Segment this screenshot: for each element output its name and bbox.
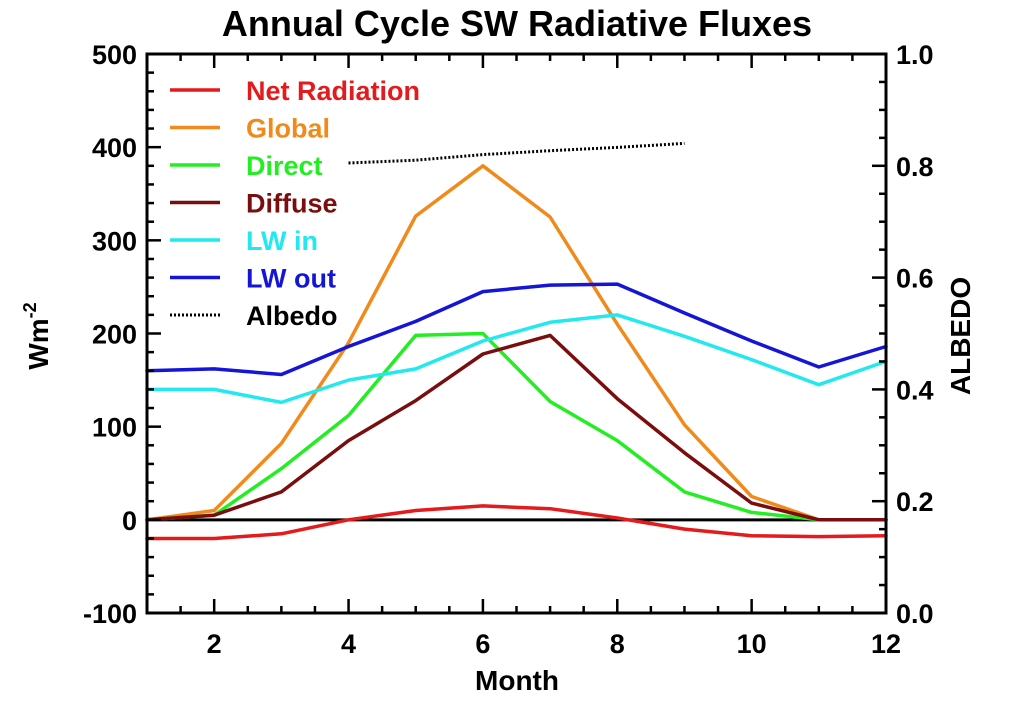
- x-tick-label: 2: [207, 629, 222, 659]
- legend-label-5: LW in: [246, 226, 318, 256]
- x-tick-label: 10: [737, 629, 767, 659]
- y-tick-label: 400: [92, 133, 137, 163]
- series-line-4: [145, 333, 888, 522]
- y-axis-title: Wm-2: [20, 302, 54, 369]
- legend: Net Radiation Global Direct Diffuse LW in LW …: [170, 76, 420, 331]
- y2-tick-label: 0.0: [896, 599, 934, 629]
- series-line-6: [145, 282, 888, 377]
- y2-tick-label: 0.2: [896, 487, 934, 517]
- legend-label-6: LW out: [246, 264, 336, 294]
- y-tick-label: -100: [83, 599, 137, 629]
- y-axis-title-base: Wm: [23, 318, 54, 369]
- legend-label-1: Net Radiation: [246, 76, 420, 106]
- legend-label-2: Global: [246, 114, 330, 144]
- legend-label-4: Diffuse: [246, 189, 338, 219]
- x-tick-label: 8: [610, 629, 625, 659]
- y-tick-label: 100: [92, 413, 137, 443]
- y2-tick-label: 0.4: [896, 375, 934, 405]
- y-tick-label: 0: [122, 506, 137, 536]
- legend-label-7: Albedo: [246, 301, 338, 331]
- series-line-5: [145, 313, 888, 405]
- chart-title: Annual Cycle SW Radiative Fluxes: [222, 3, 812, 44]
- y-tick-label: 200: [92, 320, 137, 350]
- x-axis-title: Month: [475, 665, 559, 696]
- series-layer: [145, 141, 888, 541]
- x-tick-label: 12: [871, 629, 901, 659]
- y-axis-title-superscript: -2: [20, 302, 40, 318]
- y2-tick-label: 0.6: [896, 264, 934, 294]
- series-line-3: [145, 331, 888, 522]
- y2-tick-label: 0.8: [896, 152, 934, 182]
- y-tick-label: 500: [92, 40, 137, 70]
- y2-axis-title: ALBEDO: [945, 277, 976, 395]
- legend-label-3: Direct: [246, 151, 323, 181]
- x-tick-label: 4: [341, 629, 356, 659]
- series-line-7: [348, 141, 685, 165]
- series-line-1: [145, 504, 888, 541]
- y2-tick-label: 1.0: [896, 40, 934, 70]
- y-tick-label: 300: [92, 226, 137, 256]
- axes: 2 4 6 8 10 12 -100 0 100 200 300 400 500 0.0 0.2 0.4 0.6…: [83, 40, 934, 659]
- series-line-2: [145, 164, 888, 522]
- x-tick-label: 6: [475, 629, 490, 659]
